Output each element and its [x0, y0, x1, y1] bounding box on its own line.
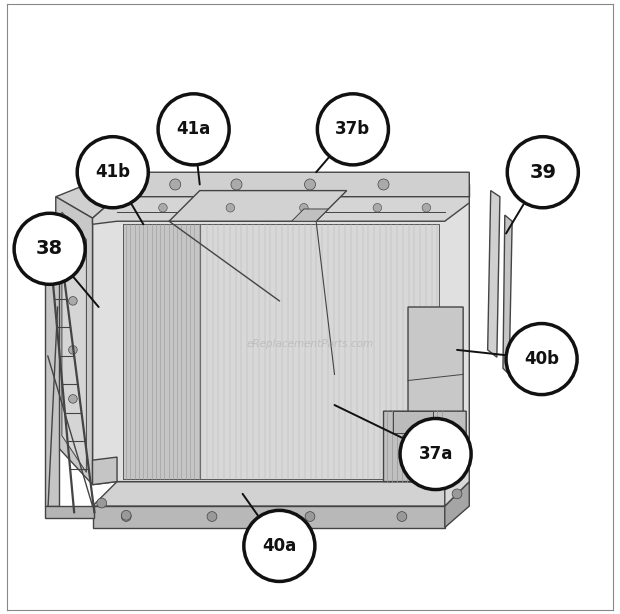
Circle shape: [207, 511, 217, 521]
Polygon shape: [56, 172, 469, 218]
Polygon shape: [445, 184, 469, 196]
Text: 37b: 37b: [335, 120, 370, 138]
Circle shape: [397, 511, 407, 521]
Circle shape: [422, 203, 431, 212]
Polygon shape: [123, 224, 200, 478]
Circle shape: [69, 247, 78, 256]
Circle shape: [78, 137, 148, 208]
Circle shape: [378, 179, 389, 190]
Text: 41a: 41a: [177, 120, 211, 138]
Polygon shape: [92, 457, 117, 484]
Circle shape: [244, 510, 315, 581]
Circle shape: [69, 395, 78, 403]
Circle shape: [226, 203, 234, 212]
Polygon shape: [62, 212, 86, 472]
Circle shape: [506, 324, 577, 395]
Circle shape: [317, 94, 388, 165]
Text: 40b: 40b: [524, 350, 559, 368]
Circle shape: [507, 137, 578, 208]
Circle shape: [452, 489, 462, 499]
Text: 41b: 41b: [95, 163, 130, 181]
Polygon shape: [169, 190, 347, 221]
Circle shape: [14, 213, 85, 284]
Polygon shape: [503, 215, 512, 375]
Text: 38: 38: [36, 239, 63, 258]
Circle shape: [69, 346, 78, 354]
Circle shape: [373, 203, 382, 212]
Polygon shape: [92, 506, 445, 527]
Circle shape: [305, 511, 315, 521]
Polygon shape: [56, 196, 92, 484]
Polygon shape: [45, 506, 94, 518]
Polygon shape: [45, 221, 59, 506]
Polygon shape: [445, 196, 469, 506]
Polygon shape: [384, 411, 466, 481]
Text: 40a: 40a: [262, 537, 296, 555]
Circle shape: [97, 498, 107, 508]
Circle shape: [122, 510, 131, 520]
Polygon shape: [123, 224, 438, 478]
Circle shape: [69, 297, 78, 305]
Polygon shape: [92, 196, 469, 224]
Text: 39: 39: [529, 163, 556, 182]
Circle shape: [400, 419, 471, 489]
Text: eReplacementParts.com: eReplacementParts.com: [246, 339, 374, 349]
Text: 37a: 37a: [418, 445, 453, 463]
Polygon shape: [488, 190, 500, 357]
Polygon shape: [291, 209, 329, 221]
Circle shape: [158, 94, 229, 165]
Polygon shape: [92, 196, 469, 484]
Circle shape: [170, 179, 181, 190]
Polygon shape: [408, 307, 463, 481]
Polygon shape: [92, 481, 469, 506]
Polygon shape: [445, 481, 469, 527]
Polygon shape: [392, 411, 433, 433]
Circle shape: [304, 179, 316, 190]
Circle shape: [299, 203, 308, 212]
Circle shape: [122, 511, 131, 521]
Circle shape: [231, 179, 242, 190]
Circle shape: [159, 203, 167, 212]
